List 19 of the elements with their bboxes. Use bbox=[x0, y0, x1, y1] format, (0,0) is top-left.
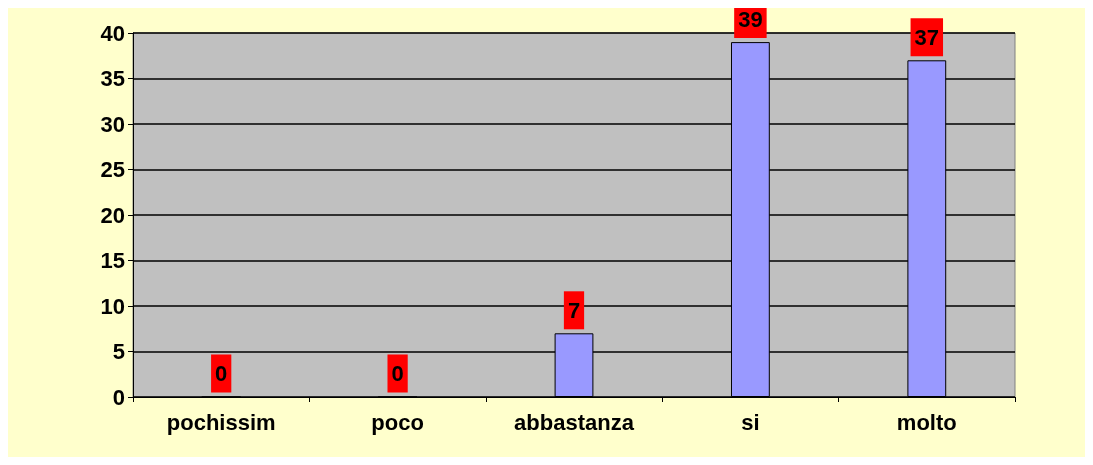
y-tick-label: 0 bbox=[112, 384, 125, 410]
data-label: 0 bbox=[215, 361, 228, 386]
data-label: 0 bbox=[391, 361, 404, 386]
y-tick-label: 20 bbox=[100, 202, 125, 228]
y-tick-label: 15 bbox=[100, 248, 125, 273]
x-tick-label: poco bbox=[371, 409, 424, 435]
y-tick-label: 35 bbox=[100, 66, 125, 91]
x-tick-label: pochissim bbox=[166, 409, 276, 435]
data-label: 7 bbox=[567, 297, 581, 323]
y-tick-label: 5 bbox=[112, 339, 125, 364]
x-tick-label: molto bbox=[896, 409, 957, 435]
y-tick-label: 40 bbox=[100, 20, 125, 46]
y-tick-label: 30 bbox=[100, 111, 125, 137]
data-label: 37 bbox=[914, 24, 940, 50]
x-tick-label: si bbox=[741, 409, 760, 435]
x-tick-label: abbastanza bbox=[514, 409, 635, 435]
y-tick-label: 10 bbox=[100, 293, 125, 319]
y-tick-label: 25 bbox=[100, 157, 125, 182]
data-label: 39 bbox=[738, 6, 763, 32]
